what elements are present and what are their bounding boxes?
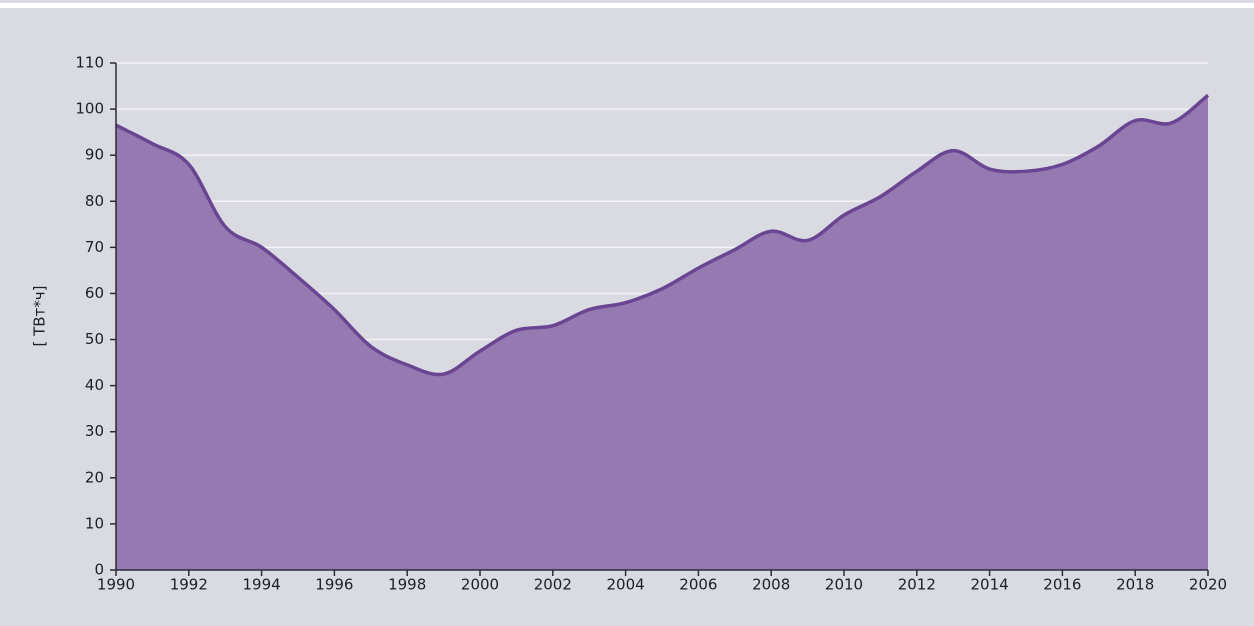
x-tick-label: 2020: [1189, 576, 1227, 594]
area: [116, 95, 1208, 570]
x-tick-label: 2004: [607, 576, 645, 594]
top-stripe: [0, 0, 1254, 3]
x-tick-label: 2006: [679, 576, 717, 594]
x-tick-label: 2012: [898, 576, 936, 594]
y-tick-label: 40: [85, 376, 104, 394]
y-tick-label: 100: [75, 100, 104, 118]
x-tick-label: 1992: [170, 576, 208, 594]
x-tick-label: 2008: [752, 576, 790, 594]
x-tick-label: 1998: [388, 576, 426, 594]
x-tick-label: 2002: [534, 576, 572, 594]
y-tick-label: 0: [94, 561, 104, 579]
y-tick-label: 110: [75, 54, 104, 72]
x-tick-label: 2010: [825, 576, 863, 594]
y-tick-label: 20: [85, 468, 104, 486]
x-tick-label: 2014: [971, 576, 1009, 594]
y-tick-label: 70: [85, 238, 104, 256]
x-tick-label: 1990: [97, 576, 135, 594]
x-tick-label: 2018: [1116, 576, 1154, 594]
x-tick-label: 1996: [315, 576, 353, 594]
y-tick-label: 90: [85, 146, 104, 164]
y-tick-label: 80: [85, 192, 104, 210]
y-tick-label: 60: [85, 284, 104, 302]
y-tick-label: 10: [85, 514, 104, 532]
x-tick-label: 1994: [243, 576, 281, 594]
x-tick-label: 2000: [461, 576, 499, 594]
y-tick-label: 50: [85, 330, 104, 348]
y-axis-label: [ ТВт*ч]: [31, 285, 49, 346]
x-tick-label: 2016: [1043, 576, 1081, 594]
line: [115, 93, 1210, 377]
y-tick-label: 30: [85, 422, 104, 440]
